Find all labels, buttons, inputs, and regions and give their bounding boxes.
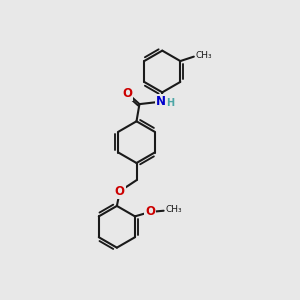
Text: H: H — [166, 98, 174, 108]
Text: O: O — [145, 206, 155, 218]
Text: O: O — [115, 185, 125, 198]
Text: CH₃: CH₃ — [196, 51, 212, 60]
Text: N: N — [156, 95, 166, 108]
Text: O: O — [122, 87, 132, 100]
Text: CH₃: CH₃ — [166, 205, 182, 214]
